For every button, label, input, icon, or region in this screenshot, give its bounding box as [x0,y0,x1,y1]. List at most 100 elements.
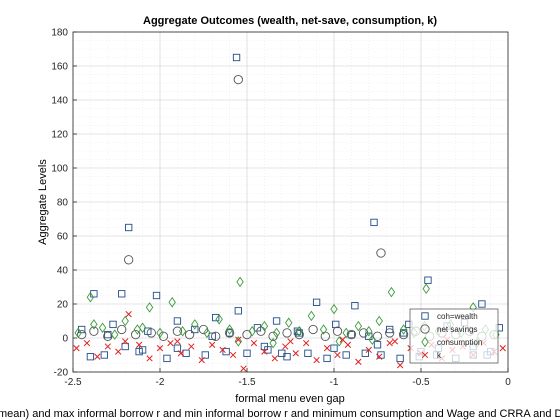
data-point [373,341,382,349]
data-point [256,326,266,336]
data-point [361,349,369,357]
x-tick-label: 0 [505,377,511,388]
data-point [198,356,205,364]
data-point [424,276,432,284]
data-point [212,313,220,322]
data-point [339,336,346,343]
data-point [144,327,152,335]
data-point [376,353,383,360]
data-point [172,326,183,336]
data-point [261,348,268,355]
x-tick-label: -2 [156,377,165,388]
data-point [358,328,369,338]
data-point [233,74,243,85]
y-tick-label: 60 [57,232,69,243]
data-point [307,310,316,322]
x-axis-label: formal menu even gap [235,393,344,405]
data-point [271,355,278,362]
data-point [365,346,372,354]
x-tick-label: -1.5 [238,377,256,388]
data-point [253,324,262,332]
data-point [386,339,393,347]
data-point [278,349,286,357]
data-point [74,327,82,339]
data-point [240,365,247,372]
data-point [104,343,111,350]
data-point [177,350,185,357]
data-point [211,331,221,341]
data-point [191,325,199,334]
chart-title: Aggregate Outcomes (wealth, net-save, co… [143,15,437,27]
x-tick-label: -0.5 [412,377,430,388]
data-point [174,338,181,345]
data-point [124,255,134,265]
data-point [182,349,190,357]
data-point [243,349,251,357]
data-point [354,320,363,332]
data-point [342,351,350,359]
legend-label: consumption [437,338,482,347]
data-point [234,336,242,347]
data-point [109,320,117,329]
data-point [224,328,235,338]
data-point [234,307,242,315]
y-axis-label: Aggregate Levels [37,159,49,245]
data-point [303,339,310,347]
data-point [173,317,182,325]
data-point [478,300,486,308]
bottom-caption: mean) and max informal borrow r and min … [0,408,560,420]
y-tick-label: 100 [51,164,68,175]
data-point [222,347,230,356]
data-point [219,346,226,354]
y-tick-label: -20 [54,368,69,379]
data-point [323,345,331,352]
data-point [332,326,343,336]
x-tick-label: -1 [330,377,339,388]
legend-label: net savings [437,325,477,334]
data-point [125,223,133,232]
data-point [225,329,234,337]
data-point [269,337,277,349]
data-point [104,330,112,339]
data-point [308,324,318,335]
data-point [422,283,430,294]
data-point [295,325,303,337]
legend: coh=wealth net savings consumption k [409,308,499,364]
data-point [209,341,216,348]
data-point [294,329,304,340]
data-point [86,353,95,361]
data-point [173,344,182,352]
data-point [94,353,101,360]
data-point [323,354,331,363]
data-point [320,331,330,341]
data-point [135,341,143,348]
data-point [375,315,383,327]
data-point [125,311,132,318]
data-point [313,356,320,364]
data-point [334,351,341,359]
data-point [225,324,234,335]
data-point [272,327,281,339]
data-point [312,298,321,306]
x-tick-label: -2.5 [64,377,82,388]
data-point [215,314,223,325]
y-axis: -20 0 20 40 60 80 100 120 140 160 180 [51,28,77,379]
data-point [260,320,269,332]
data-point [184,329,195,340]
data-point [391,338,399,345]
data-point [398,329,409,340]
y-tick-label: 180 [51,28,68,39]
data-point [163,354,171,363]
data-point [122,338,129,345]
data-point [293,327,302,335]
data-point [387,286,396,298]
data-point [335,336,343,347]
data-point [86,291,95,303]
data-point [156,327,164,339]
data-point [292,350,299,357]
data-point [319,324,328,335]
data-point [272,317,281,325]
data-point [282,343,289,350]
data-point [191,319,199,330]
